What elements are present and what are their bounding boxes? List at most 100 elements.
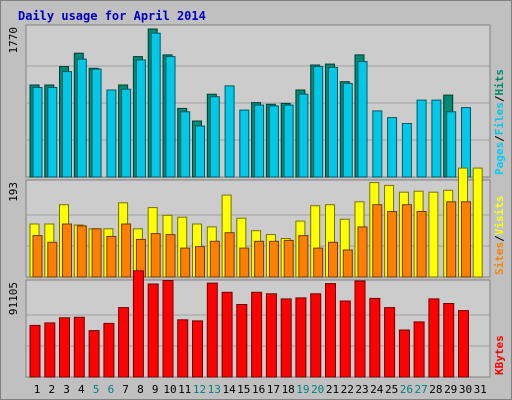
bar-files-day-29 bbox=[446, 111, 457, 178]
legend-hits-files: Pages/Files/Hits bbox=[493, 69, 506, 175]
bar-kbytes-day-30 bbox=[458, 310, 469, 378]
bar-kbytes-day-18 bbox=[280, 298, 292, 378]
x-tick-label-12: 12 bbox=[193, 383, 206, 396]
bar-kbytes-day-24 bbox=[369, 297, 381, 378]
bar-kbytes-day-27 bbox=[413, 321, 425, 378]
bar-files-day-16 bbox=[254, 104, 265, 178]
bar-sites-day-3 bbox=[62, 223, 72, 278]
bar-sites-day-24 bbox=[372, 204, 383, 278]
x-tick-label-26: 26 bbox=[400, 383, 413, 396]
legend-entry: Pages bbox=[493, 142, 506, 175]
bar-files-day-26 bbox=[401, 123, 412, 178]
legend-kbytes: KBytes bbox=[493, 335, 506, 375]
bar-sites-day-9 bbox=[150, 233, 161, 278]
bar-kbytes-day-21 bbox=[325, 283, 336, 378]
legend-visits-sites: Sites/Visits bbox=[493, 196, 506, 276]
x-tick-label-22: 22 bbox=[341, 383, 354, 396]
bar-kbytes-day-15 bbox=[236, 304, 248, 378]
panel-visits-sites: 193 Sites/Visits bbox=[7, 167, 506, 278]
x-tick-label-8: 8 bbox=[137, 383, 144, 396]
bar-sites-day-15 bbox=[239, 247, 250, 278]
bar-sites-day-10 bbox=[165, 234, 176, 278]
bar-files-day-5 bbox=[91, 68, 102, 178]
bar-sites-day-25 bbox=[387, 211, 398, 278]
bar-files-day-4 bbox=[76, 58, 87, 178]
max-value-label-hits-files: 1770 bbox=[7, 27, 20, 54]
bar-files-day-13 bbox=[209, 96, 220, 178]
bar-sites-day-26 bbox=[401, 204, 412, 278]
bar-kbytes-day-23 bbox=[354, 280, 366, 378]
bar-kbytes-day-6 bbox=[103, 322, 115, 378]
bar-kbytes-day-7 bbox=[118, 307, 130, 378]
bar-files-day-21 bbox=[328, 67, 338, 178]
bar-files-day-12 bbox=[195, 125, 205, 178]
x-tick-label-11: 11 bbox=[178, 383, 191, 396]
bar-kbytes-day-1 bbox=[29, 324, 41, 378]
bar-kbytes-day-11 bbox=[177, 319, 189, 378]
bar-sites-day-29 bbox=[446, 201, 457, 278]
bar-kbytes-day-22 bbox=[339, 300, 351, 378]
x-tick-label-6: 6 bbox=[108, 383, 115, 396]
bar-kbytes-day-13 bbox=[206, 282, 218, 378]
bar-visits-day-28 bbox=[428, 191, 439, 278]
bar-kbytes-day-14 bbox=[221, 291, 233, 378]
bar-files-day-9 bbox=[150, 32, 161, 178]
bar-kbytes-day-25 bbox=[384, 307, 396, 378]
max-value-label-visits-sites: 193 bbox=[7, 182, 20, 202]
legend-entry: Hits bbox=[493, 69, 506, 96]
x-tick-label-18: 18 bbox=[282, 383, 295, 396]
bar-files-day-30 bbox=[461, 107, 471, 178]
legend-entry: KBytes bbox=[493, 335, 506, 375]
bar-kbytes-day-19 bbox=[295, 297, 307, 378]
max-value-label-kbytes: 91105 bbox=[7, 282, 20, 315]
bar-files-day-3 bbox=[62, 71, 72, 178]
bar-files-day-7 bbox=[121, 88, 132, 178]
bar-files-day-27 bbox=[416, 99, 427, 178]
x-tick-label-16: 16 bbox=[252, 383, 265, 396]
x-tick-label-30: 30 bbox=[459, 383, 472, 396]
bar-kbytes-day-16 bbox=[251, 291, 263, 378]
x-tick-label-10: 10 bbox=[163, 383, 176, 396]
x-tick-label-25: 25 bbox=[385, 383, 398, 396]
bar-files-day-10 bbox=[165, 56, 176, 178]
bar-sites-day-20 bbox=[313, 247, 324, 278]
bar-files-day-17 bbox=[268, 105, 279, 178]
bar-files-day-8 bbox=[135, 59, 146, 178]
legend-entry: Files bbox=[493, 102, 506, 135]
x-tick-label-3: 3 bbox=[63, 383, 70, 396]
bar-sites-day-4 bbox=[76, 225, 87, 278]
legend-entry: / bbox=[493, 235, 506, 242]
x-tick-label-27: 27 bbox=[414, 383, 427, 396]
bar-sites-day-6 bbox=[106, 236, 117, 278]
bar-sites-day-18 bbox=[283, 239, 294, 278]
x-tick-label-1: 1 bbox=[34, 383, 41, 396]
x-tick-label-4: 4 bbox=[78, 383, 85, 396]
bar-sites-day-17 bbox=[268, 240, 279, 278]
bar-files-day-14 bbox=[224, 85, 235, 178]
bar-kbytes-day-5 bbox=[88, 330, 100, 378]
bar-sites-day-2 bbox=[47, 241, 58, 278]
x-tick-label-31: 31 bbox=[474, 383, 487, 396]
x-tick-label-5: 5 bbox=[93, 383, 100, 396]
bar-kbytes-day-8 bbox=[132, 270, 144, 378]
bar-files-day-24 bbox=[372, 110, 383, 178]
x-tick-label-9: 9 bbox=[152, 383, 159, 396]
x-tick-label-2: 2 bbox=[48, 383, 55, 396]
bar-files-day-28 bbox=[431, 99, 442, 178]
bar-sites-day-11 bbox=[180, 247, 191, 278]
x-tick-label-13: 13 bbox=[208, 383, 221, 396]
bar-files-day-15 bbox=[239, 109, 250, 178]
bar-sites-day-23 bbox=[357, 226, 368, 278]
bar-sites-day-7 bbox=[121, 223, 132, 278]
bar-files-day-23 bbox=[357, 61, 368, 178]
bar-visits-day-31 bbox=[472, 167, 483, 278]
legend-entry: / bbox=[493, 95, 506, 102]
bar-sites-day-12 bbox=[195, 246, 205, 278]
legend-entry: / bbox=[493, 135, 506, 142]
bar-kbytes-day-17 bbox=[265, 293, 277, 378]
bar-files-day-22 bbox=[342, 82, 353, 178]
bar-sites-day-19 bbox=[298, 235, 309, 278]
bar-files-day-20 bbox=[313, 66, 324, 178]
